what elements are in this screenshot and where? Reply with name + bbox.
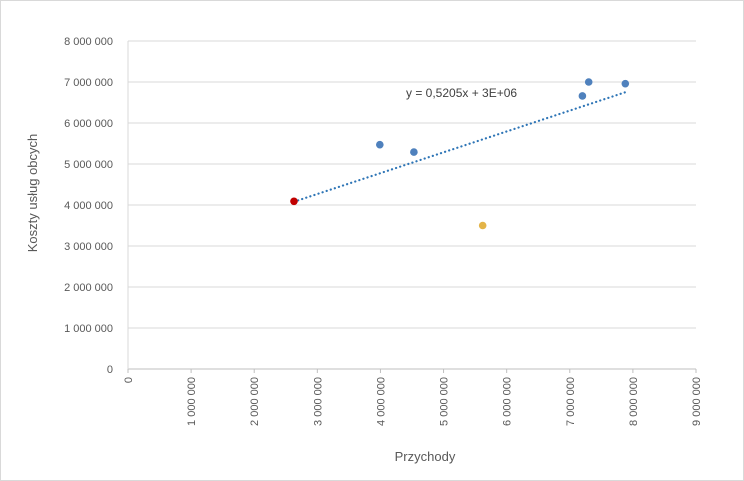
data-points	[290, 78, 630, 230]
y-tick-label: 0	[107, 364, 113, 376]
y-axis-ticks: 0 1 000 000 2 000 000 3 000 000 4 000 000 5 0…	[64, 36, 113, 376]
gridlines	[128, 40, 696, 329]
y-tick-label: 4 000 000	[64, 200, 113, 212]
x-tick-label: 2 000 000	[249, 377, 261, 426]
y-tick-label: 5 000 000	[64, 159, 113, 171]
data-point	[578, 92, 587, 100]
x-axis-ticks: 0 1 000 000 2 000 000 3 000 000 4 000 000 5 0…	[123, 377, 703, 426]
data-point	[584, 78, 593, 86]
x-tick-label: 3 000 000	[312, 377, 324, 426]
trendline	[292, 91, 627, 203]
y-tick-label: 3 000 000	[64, 241, 113, 253]
x-tick-label: 1 000 000	[186, 377, 198, 426]
x-axis-title: Przychody	[395, 449, 456, 464]
x-tick-label: 6 000 000	[502, 377, 514, 426]
data-point	[621, 79, 630, 88]
x-tick-label: 5 000 000	[439, 377, 451, 426]
y-tick-label: 1 000 000	[64, 323, 113, 335]
x-tick-label: 4 000 000	[375, 377, 387, 426]
trendline-equation: y = 0,5205x + 3E+06	[406, 86, 517, 100]
trendline-group	[292, 91, 627, 203]
x-tick-label: 7 000 000	[565, 377, 577, 426]
data-point	[478, 221, 487, 230]
data-point	[410, 148, 418, 156]
data-point	[290, 197, 298, 206]
x-tick-label: 9 000 000	[691, 377, 703, 426]
x-tick-label: 8 000 000	[628, 377, 640, 426]
y-tick-label: 8 000 000	[64, 36, 113, 48]
axes	[127, 41, 697, 373]
data-point	[376, 140, 384, 149]
x-tick-label: 0	[123, 377, 135, 383]
y-axis-title: Koszty usług obcych	[25, 134, 40, 253]
y-tick-label: 2 000 000	[64, 282, 113, 294]
y-tick-label: 7 000 000	[64, 77, 113, 89]
y-tick-label: 6 000 000	[64, 118, 113, 130]
